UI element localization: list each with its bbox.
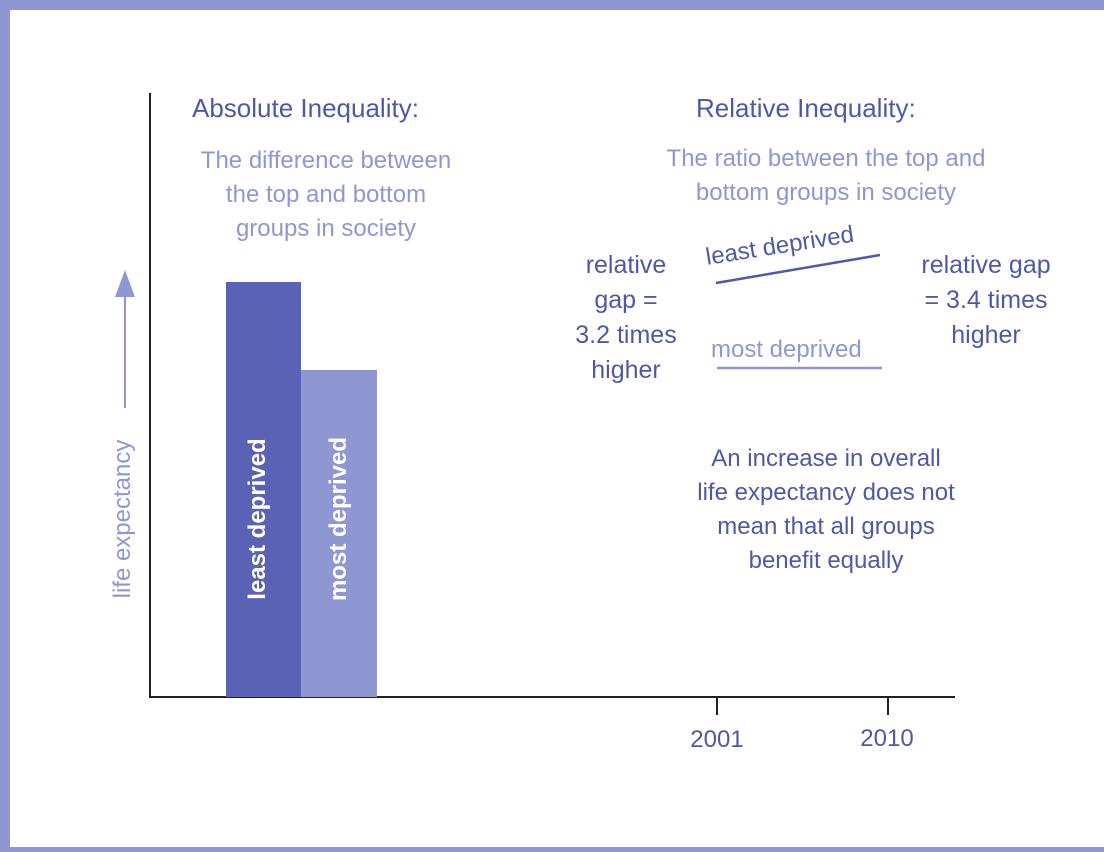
note-line: mean that all groups — [717, 513, 935, 540]
relative-subtitle-line: The ratio between the top and — [666, 145, 986, 172]
relative-subtitle-line: bottom groups in society — [695, 179, 957, 206]
bar-label-least-deprived: least deprived — [244, 438, 271, 600]
bar-least-deprived — [226, 282, 301, 697]
relative-title: Relative Inequality: — [696, 93, 916, 123]
relative-gap-left: relative gap = 3.2 times higher — [556, 248, 696, 388]
bar-most-deprived — [301, 370, 377, 697]
y-axis-label: life expectancy — [109, 439, 136, 599]
bar-label-most-deprived: most deprived — [325, 436, 352, 602]
gap-left-line: higher — [591, 356, 661, 384]
note-line: benefit equally — [748, 547, 904, 574]
y-arrow-head-icon — [115, 270, 135, 297]
gap-left-line: 3.2 times — [575, 321, 677, 349]
relative-gap-right: relative gap = 3.4 times higher — [896, 248, 1076, 353]
gap-right-line: higher — [951, 321, 1021, 349]
absolute-subtitle-line: groups in society — [235, 215, 417, 242]
absolute-title: Absolute Inequality: — [192, 93, 419, 123]
line-label-most-deprived: most deprived — [711, 336, 862, 363]
tick-label-2001: 2001 — [690, 726, 744, 753]
absolute-subtitle-line: The difference between — [200, 147, 452, 174]
note-line: life expectancy does not — [697, 479, 955, 506]
gap-right-line: = 3.4 times — [924, 286, 1048, 314]
line-least-deprived — [715, 253, 881, 285]
gap-left-line: gap = — [594, 286, 658, 314]
absolute-subtitle-line: the top and bottom — [225, 181, 427, 208]
relative-subtitle: The ratio between the top and bottom gro… — [626, 142, 1026, 210]
gap-right-line: relative gap — [921, 251, 1051, 279]
gap-left-line: relative — [585, 251, 667, 279]
absolute-subtitle: The difference between the top and botto… — [166, 144, 486, 246]
note-line: An increase in overall — [711, 445, 941, 472]
note-text: An increase in overall life expectancy d… — [666, 442, 986, 578]
tick-label-2010: 2010 — [860, 725, 914, 752]
